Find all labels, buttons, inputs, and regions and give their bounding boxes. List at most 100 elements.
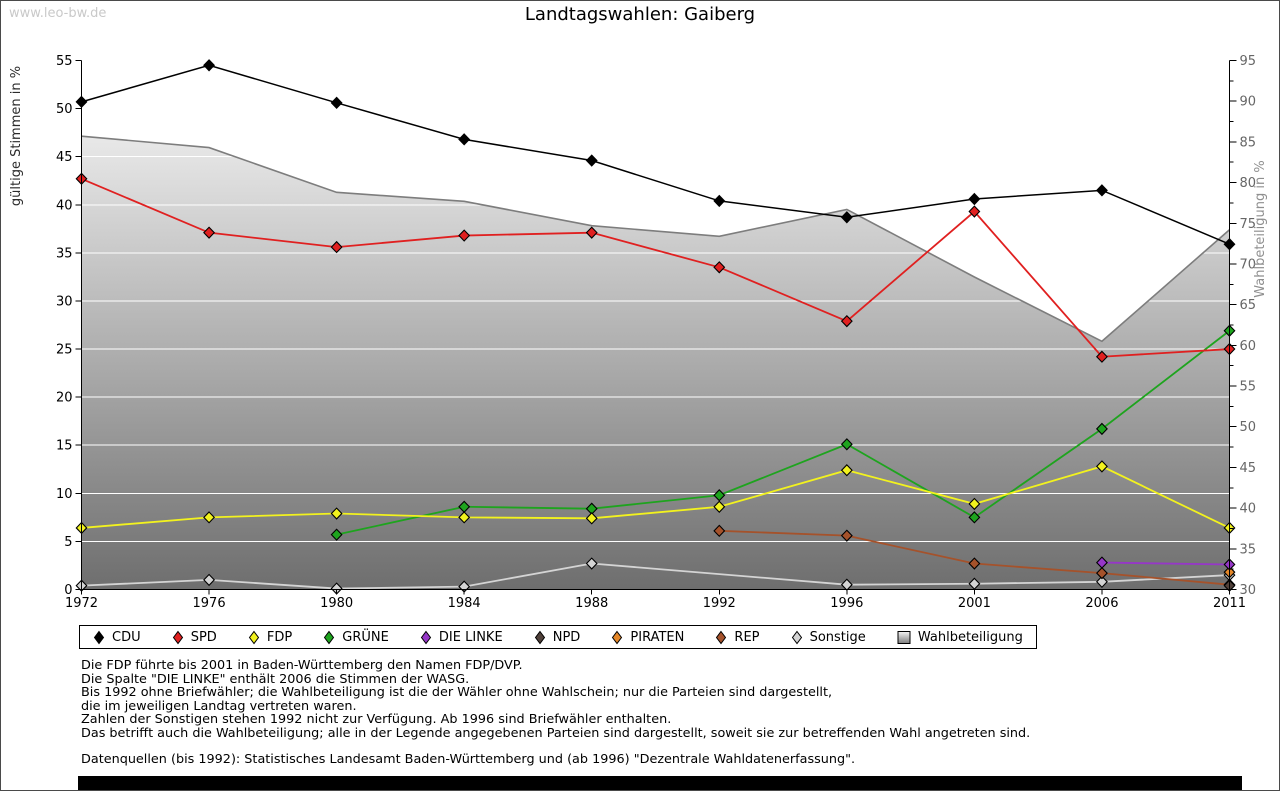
y-left-tick-label: 45 xyxy=(56,150,73,165)
footnote-line: Zahlen der Sonstigen stehen 1992 nicht z… xyxy=(81,712,672,728)
data-point-fdp xyxy=(840,464,853,477)
data-point-cdu xyxy=(458,133,471,146)
legend-item-rep: REP xyxy=(715,629,760,645)
x-tick-label: 1996 xyxy=(830,596,863,611)
data-point-spd xyxy=(713,261,726,274)
data-point-rep xyxy=(968,557,981,570)
legend-diamond-icon xyxy=(612,630,623,644)
series-line-cdu xyxy=(81,64,1230,245)
footnote-line: Datenquellen (bis 1992): Statistisches L… xyxy=(81,751,856,767)
data-point-sonstige xyxy=(1095,575,1108,588)
y-left-tick-label: 15 xyxy=(56,439,73,454)
legend-item-npd: NPD xyxy=(534,629,581,645)
x-tick-label: 2011 xyxy=(1213,596,1246,611)
y-right-tick-label: 40 xyxy=(1240,502,1257,517)
legend-label: Sonstige xyxy=(809,629,866,645)
y-right-tick-label: 95 xyxy=(1240,54,1257,69)
series-line-fdp xyxy=(81,465,1230,529)
footnote-line: Die Spalte "DIE LINKE" enthält 2006 die … xyxy=(81,671,470,687)
legend-item-spd: SPD xyxy=(172,630,217,645)
legend-item-sonstige: Sonstige xyxy=(791,630,866,645)
y-left-tick-label: 25 xyxy=(56,343,73,358)
data-point-cdu xyxy=(713,194,726,208)
y-right-tick-label: 60 xyxy=(1240,339,1257,354)
data-point-sonstige xyxy=(203,573,216,587)
data-point-cdu xyxy=(840,211,853,224)
y-left-tick-label: 35 xyxy=(56,246,73,261)
y-right-tick-label: 80 xyxy=(1240,176,1257,191)
data-point-sonstige xyxy=(585,557,598,570)
legend-diamond-icon xyxy=(93,630,105,644)
x-tick-label: 2001 xyxy=(958,596,991,611)
series-line-spd xyxy=(81,177,1230,358)
legend-item-wahlbeteiligung: Wahlbeteiligung xyxy=(897,630,1023,645)
y-right-tick-label: 90 xyxy=(1240,95,1257,110)
y-left-axis-title: gültige Stimmen in % xyxy=(9,66,24,206)
x-tick-label: 1976 xyxy=(193,596,226,611)
x-tick-label: 1984 xyxy=(448,596,481,611)
legend-item-cdu: CDU xyxy=(93,630,141,645)
data-point-fdp xyxy=(330,507,343,520)
data-point-fdp xyxy=(968,497,981,511)
data-point-spd xyxy=(330,240,343,254)
y-left-tick-label: 50 xyxy=(56,102,73,117)
legend-diamond-icon xyxy=(534,630,545,644)
legend-diamond-icon xyxy=(172,630,183,644)
legend-label: SPD xyxy=(190,629,217,645)
legend-label: GRÜNE xyxy=(342,629,389,645)
y-left-tick-label: 0 xyxy=(64,583,72,598)
x-tick-label: 1980 xyxy=(320,596,353,611)
legend-item-fdp: FDP xyxy=(248,630,292,645)
y-right-tick-label: 45 xyxy=(1240,461,1257,476)
data-point-grüne xyxy=(1095,422,1108,436)
data-point-cdu xyxy=(585,154,598,167)
y-right-tick-label: 30 xyxy=(1240,583,1257,598)
data-point-cdu xyxy=(968,192,981,206)
legend-label: FDP xyxy=(266,629,293,645)
page-title: Landtagswahlen: Gaiberg xyxy=(524,4,756,25)
y-right-axis-title: Wahlbeteiligung in % xyxy=(1253,160,1268,297)
footnote-line xyxy=(81,741,1211,753)
x-tick-label: 1972 xyxy=(65,596,98,611)
footnote-line: Die FDP führte bis 2001 in Baden-Württem… xyxy=(81,658,523,673)
data-point-die-linke xyxy=(1095,556,1108,569)
legend-item-piraten: PIRATEN xyxy=(611,630,684,645)
legend-diamond-icon xyxy=(248,630,259,644)
data-point-spd xyxy=(458,229,471,242)
footnote-line: Bis 1992 ohne Briefwähler; die Wahlbetei… xyxy=(81,685,833,701)
legend-label: NPD xyxy=(552,629,581,645)
turnout-area xyxy=(81,136,1230,590)
footnote-line: Das betrifft auch die Wahlbeteiligung; a… xyxy=(81,725,1031,741)
y-left-tick-label: 20 xyxy=(56,391,73,406)
x-tick-label: 1992 xyxy=(703,596,736,611)
data-point-cdu xyxy=(330,96,343,110)
legend-label: PIRATEN xyxy=(630,629,685,645)
y-right-tick-label: 55 xyxy=(1240,380,1257,395)
y-right-tick-label: 35 xyxy=(1240,542,1257,557)
data-point-fdp xyxy=(458,511,471,524)
bottom-bar xyxy=(78,776,1242,790)
legend-diamond-icon xyxy=(716,630,727,644)
legend-label: REP xyxy=(734,629,760,645)
data-point-fdp xyxy=(585,512,598,525)
y-right-tick-label: 75 xyxy=(1240,217,1257,232)
data-point-spd xyxy=(968,205,981,218)
series-line-die-linke xyxy=(1101,561,1230,566)
chart-legend: CDU SPD FDP GRÜNE DIE LINKE NPD PIRATEN … xyxy=(79,625,1037,649)
y-left-tick-label: 5 xyxy=(64,535,72,550)
data-point-grüne xyxy=(968,511,981,524)
x-tick-label: 1988 xyxy=(575,596,608,611)
y-right-tick-label: 70 xyxy=(1240,257,1257,272)
data-point-grüne xyxy=(840,438,853,451)
x-tick-label: 2006 xyxy=(1085,596,1118,611)
footnotes: Die FDP führte bis 2001 in Baden-Württem… xyxy=(81,659,1211,766)
legend-diamond-icon xyxy=(324,630,335,644)
data-point-spd xyxy=(203,226,216,239)
data-point-fdp xyxy=(1095,460,1108,473)
legend-diamond-icon xyxy=(791,630,802,644)
legend-item-grüne: GRÜNE xyxy=(323,630,389,645)
y-right-tick-label: 85 xyxy=(1240,135,1257,150)
y-left-tick-label: 55 xyxy=(56,54,73,69)
legend-label: Wahlbeteiligung xyxy=(917,629,1023,645)
legend-area-icon xyxy=(897,630,911,644)
